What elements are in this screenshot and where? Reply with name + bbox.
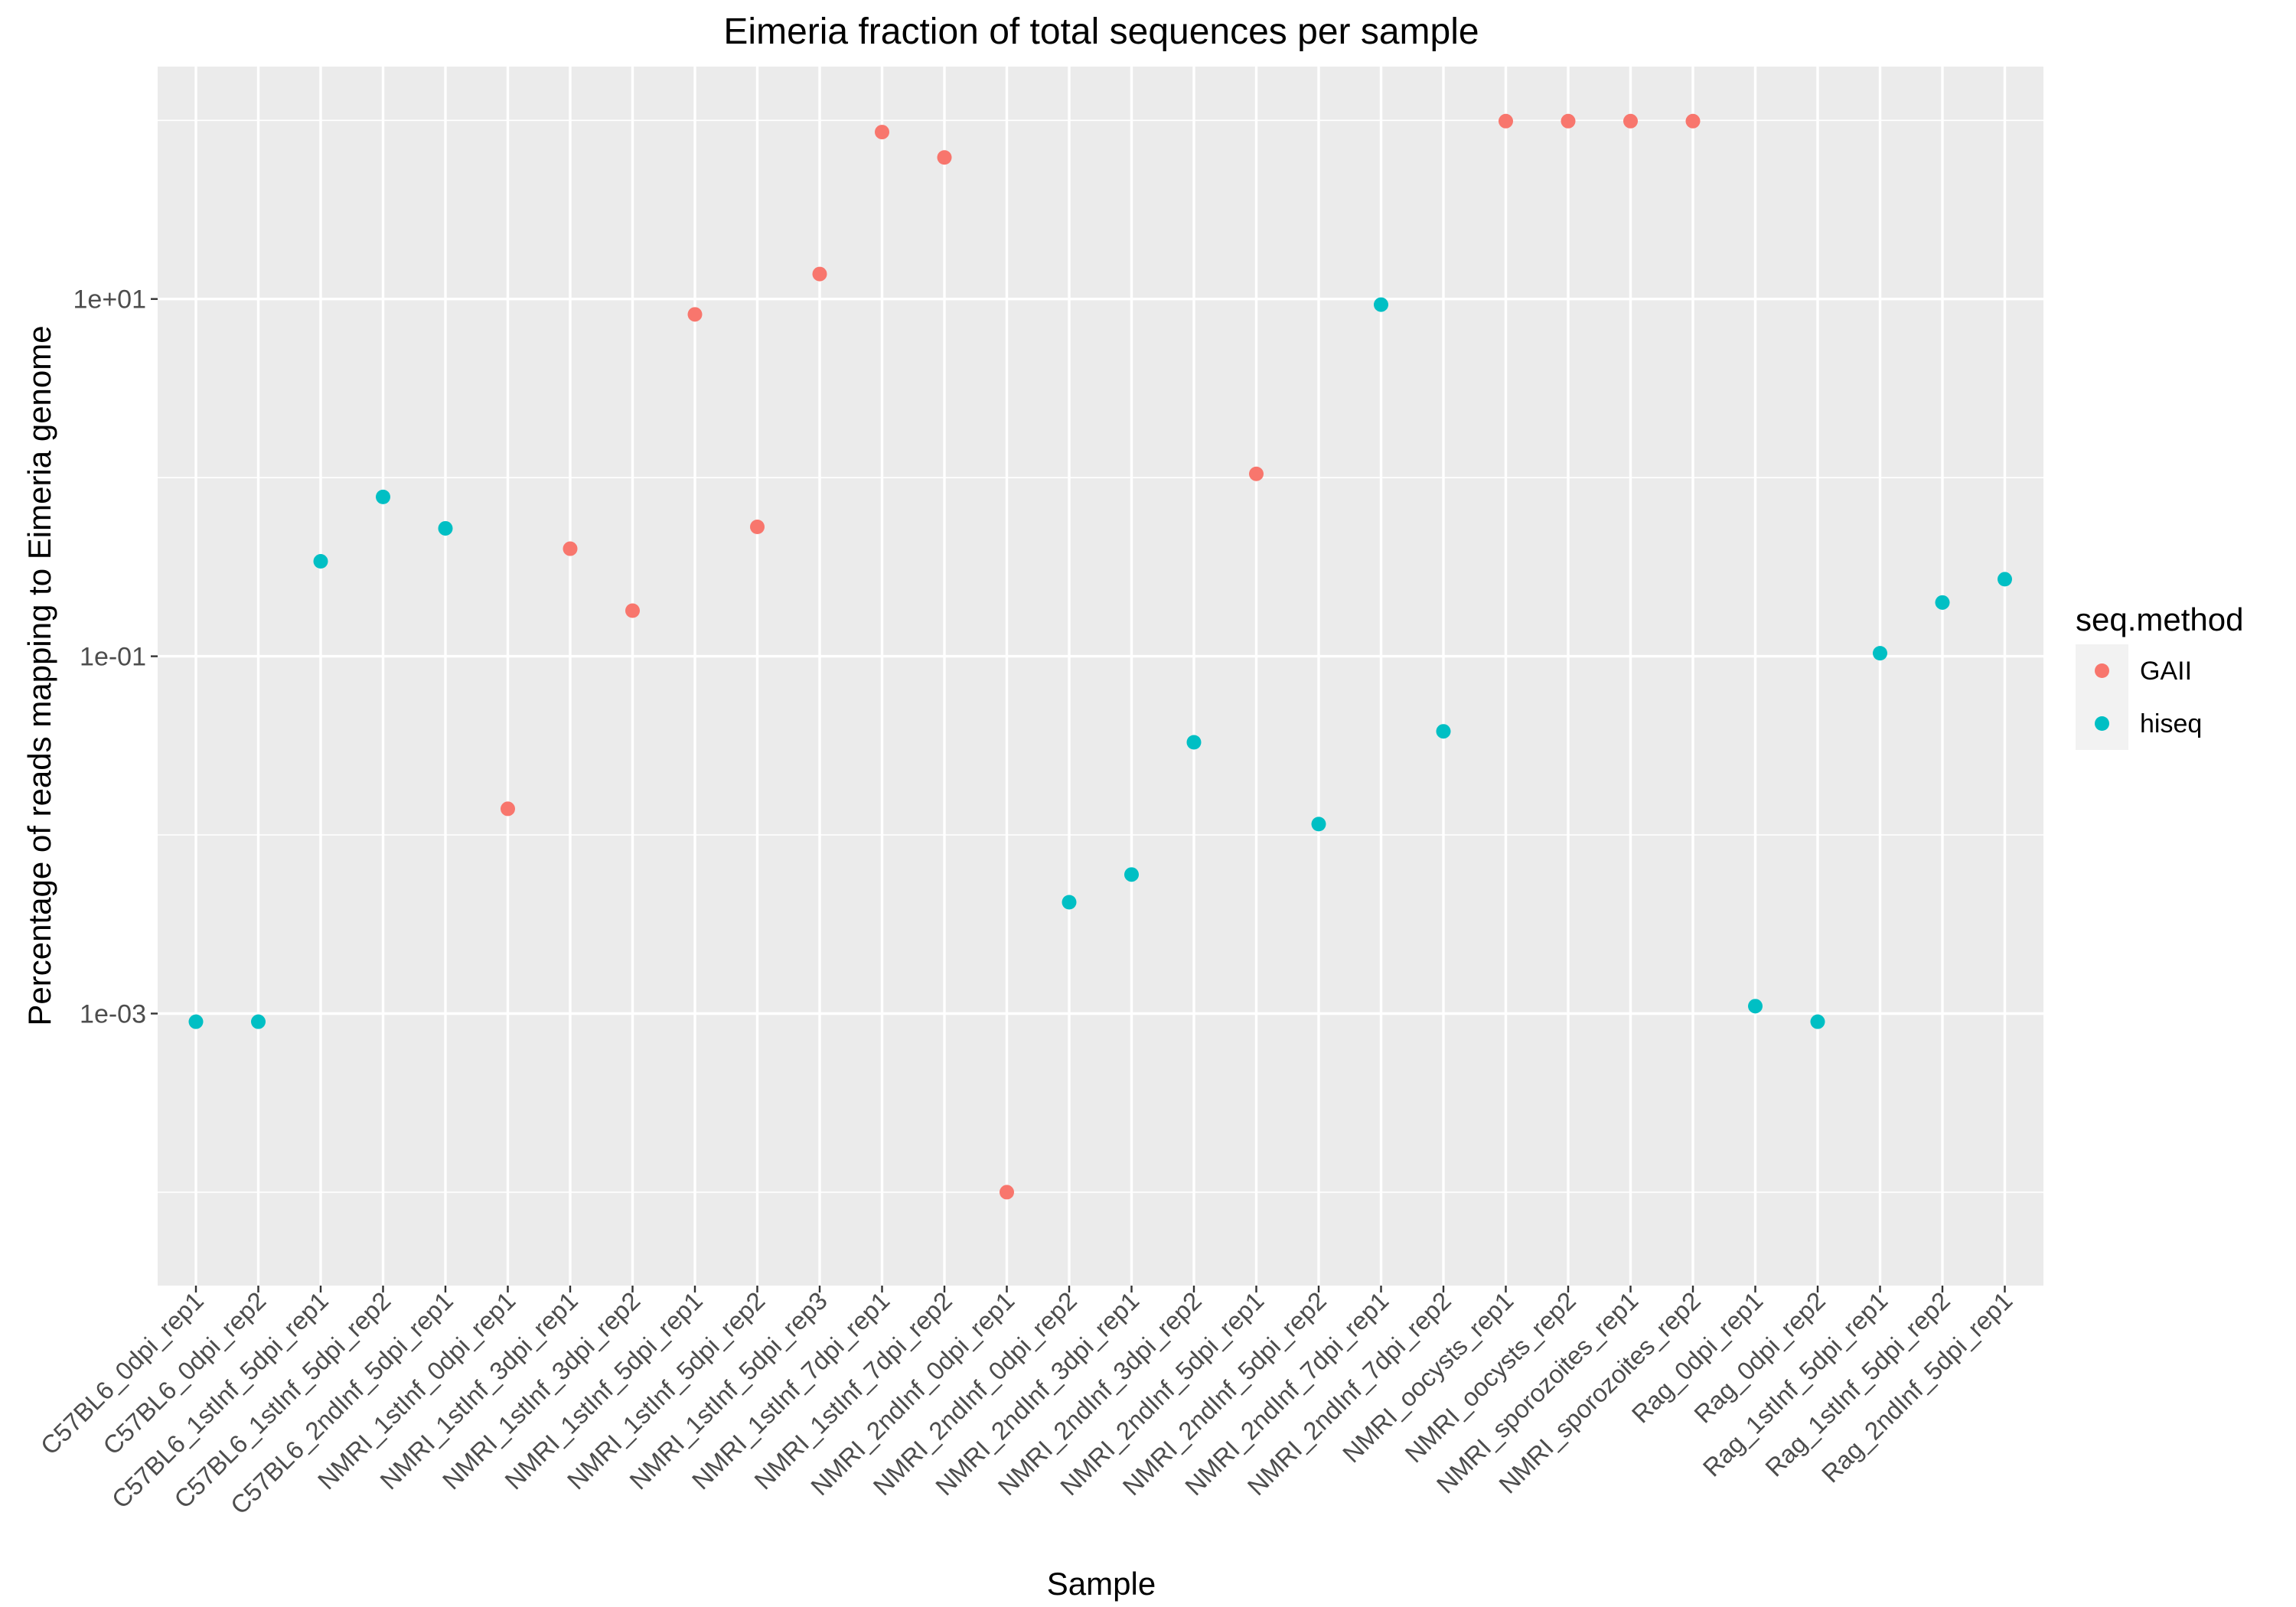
data-point-hiseq	[251, 1014, 266, 1029]
data-point-GAII	[1623, 113, 1638, 129]
chart-title: Eimeria fraction of total sequences per …	[723, 11, 1479, 52]
data-point-hiseq	[376, 489, 390, 504]
data-point-hiseq	[1810, 1014, 1825, 1029]
legend-key-GAII	[2095, 663, 2109, 678]
point-layer	[188, 113, 2012, 1200]
data-point-GAII	[563, 541, 578, 556]
data-point-GAII	[750, 520, 765, 535]
data-point-hiseq	[1748, 999, 1763, 1014]
data-point-hiseq	[313, 554, 328, 569]
data-point-GAII	[937, 150, 952, 165]
data-point-hiseq	[1998, 572, 2012, 587]
axis-layer: 1e-031e-011e+01C57BL6_0dpi_rep1C57BL6_0d…	[35, 285, 2018, 1520]
data-point-hiseq	[1935, 595, 1950, 610]
y-tick-label: 1e-01	[80, 643, 146, 672]
legend-entries: GAII hiseq	[2076, 644, 2202, 750]
legend: seq.method GAII hiseq	[2076, 601, 2243, 750]
data-point-GAII	[1499, 113, 1513, 129]
legend-label: hiseq	[2140, 709, 2202, 738]
grid-layer	[158, 67, 2043, 1286]
data-point-GAII	[1000, 1185, 1014, 1200]
data-point-GAII	[812, 266, 827, 282]
data-point-hiseq	[1873, 646, 1887, 661]
y-tick-label: 1e-03	[80, 999, 146, 1028]
plot-panel	[158, 67, 2043, 1286]
data-point-GAII	[1561, 113, 1576, 129]
legend-title: seq.method	[2076, 601, 2243, 637]
data-point-GAII	[875, 125, 889, 140]
data-point-GAII	[1249, 466, 1264, 481]
y-axis-title: Percentage of reads mapping to Eimeria g…	[21, 325, 57, 1025]
data-point-GAII	[1685, 113, 1701, 129]
data-point-GAII	[625, 603, 640, 618]
y-tick-label: 1e+01	[73, 285, 147, 315]
legend-key-hiseq	[2095, 716, 2109, 731]
data-point-hiseq	[1374, 297, 1388, 312]
data-point-GAII	[687, 307, 703, 322]
x-axis-title: Sample	[1047, 1566, 1156, 1602]
data-point-hiseq	[1186, 735, 1202, 750]
data-point-hiseq	[188, 1014, 204, 1029]
data-point-hiseq	[1124, 867, 1139, 882]
data-point-hiseq	[1311, 817, 1326, 832]
data-point-hiseq	[438, 520, 453, 536]
data-point-hiseq	[1436, 724, 1451, 739]
data-point-GAII	[501, 801, 515, 817]
data-point-hiseq	[1062, 895, 1077, 910]
legend-label: GAII	[2140, 657, 2192, 686]
